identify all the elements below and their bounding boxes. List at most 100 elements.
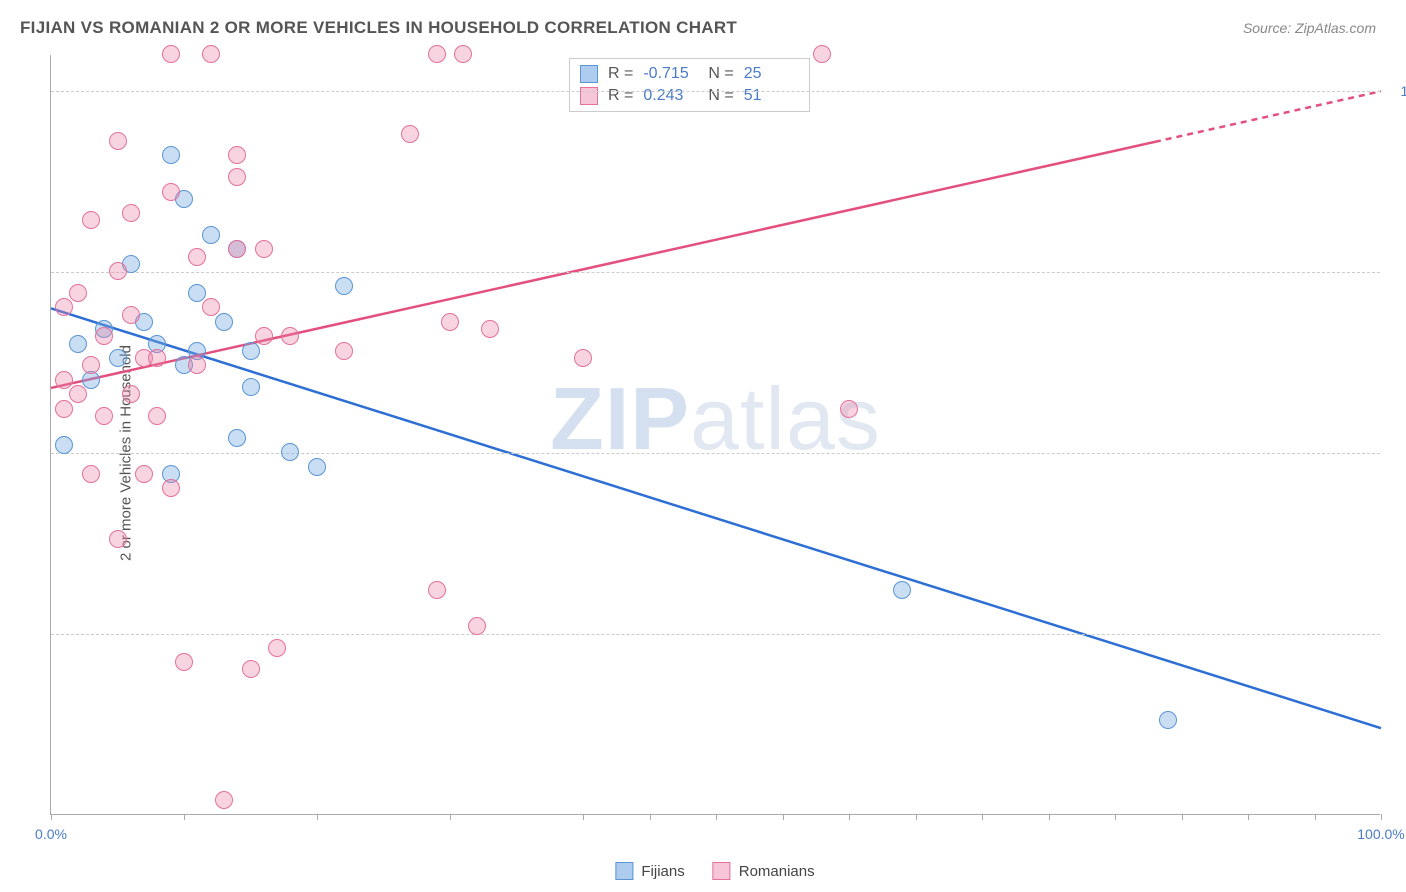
chart-title: FIJIAN VS ROMANIAN 2 OR MORE VEHICLES IN… <box>20 18 737 38</box>
data-point <box>308 458 326 476</box>
data-point <box>242 660 260 678</box>
data-point <box>441 313 459 331</box>
x-tick <box>783 814 784 820</box>
y-tick-label: 100.0% <box>1401 83 1406 99</box>
data-point <box>228 146 246 164</box>
data-point <box>281 443 299 461</box>
data-point <box>95 407 113 425</box>
data-point <box>188 356 206 374</box>
data-point <box>335 277 353 295</box>
x-tick <box>317 814 318 820</box>
data-point <box>55 400 73 418</box>
legend-swatch <box>580 65 598 83</box>
data-point <box>95 327 113 345</box>
x-tick <box>1315 814 1316 820</box>
x-tick <box>916 814 917 820</box>
data-point <box>401 125 419 143</box>
data-point <box>468 617 486 635</box>
data-point <box>82 356 100 374</box>
stats-legend: R = -0.715 N = 25 R = 0.243 N = 51 <box>569 58 810 112</box>
source-label: Source: ZipAtlas.com <box>1243 20 1376 36</box>
data-point <box>255 327 273 345</box>
legend-swatch <box>713 862 731 880</box>
data-point <box>135 465 153 483</box>
data-point <box>228 240 246 258</box>
data-point <box>255 240 273 258</box>
legend-swatch <box>580 87 598 105</box>
data-point <box>268 639 286 657</box>
data-point <box>82 211 100 229</box>
x-tick <box>1248 814 1249 820</box>
data-point <box>215 313 233 331</box>
data-point <box>148 407 166 425</box>
legend-swatch <box>615 862 633 880</box>
data-point <box>1159 711 1177 729</box>
data-point <box>55 371 73 389</box>
n-value: 25 <box>744 65 799 83</box>
data-point <box>840 400 858 418</box>
legend-item: Fijians <box>615 862 684 880</box>
data-point <box>228 429 246 447</box>
data-point <box>813 45 831 63</box>
gridline <box>51 91 1380 92</box>
data-point <box>122 306 140 324</box>
x-tick <box>982 814 983 820</box>
r-label: R = <box>608 65 633 83</box>
data-point <box>148 349 166 367</box>
legend-label: Fijians <box>641 863 684 880</box>
data-point <box>162 146 180 164</box>
data-point <box>69 385 87 403</box>
trend-line <box>51 142 1155 388</box>
data-point <box>162 183 180 201</box>
legend-label: Romanians <box>739 863 815 880</box>
r-value: -0.715 <box>643 65 698 83</box>
data-point <box>893 581 911 599</box>
data-point <box>162 479 180 497</box>
chart-container: 2 or more Vehicles in Household ZIPatlas… <box>50 55 1380 850</box>
x-tick <box>1381 814 1382 820</box>
trend-lines <box>51 55 1380 814</box>
x-tick <box>716 814 717 820</box>
data-point <box>188 248 206 266</box>
gridline <box>51 272 1380 273</box>
data-point <box>122 385 140 403</box>
gridline <box>51 634 1380 635</box>
x-tick <box>450 814 451 820</box>
data-point <box>162 45 180 63</box>
x-tick <box>1182 814 1183 820</box>
x-tick-label: 100.0% <box>1357 826 1404 842</box>
data-point <box>281 327 299 345</box>
n-label: N = <box>708 65 733 83</box>
data-point <box>175 653 193 671</box>
data-point <box>428 581 446 599</box>
x-tick <box>51 814 52 820</box>
n-value: 51 <box>744 87 799 105</box>
data-point <box>202 226 220 244</box>
data-point <box>188 284 206 302</box>
data-point <box>481 320 499 338</box>
data-point <box>202 45 220 63</box>
data-point <box>242 342 260 360</box>
n-label: N = <box>708 87 733 105</box>
data-point <box>122 204 140 222</box>
x-tick-label: 0.0% <box>35 826 67 842</box>
trend-line-ext <box>1155 91 1381 142</box>
data-point <box>109 530 127 548</box>
data-point <box>242 378 260 396</box>
data-point <box>215 791 233 809</box>
data-point <box>202 298 220 316</box>
data-point <box>574 349 592 367</box>
data-point <box>335 342 353 360</box>
data-point <box>109 132 127 150</box>
r-label: R = <box>608 87 633 105</box>
stats-row: R = 0.243 N = 51 <box>580 85 799 107</box>
r-value: 0.243 <box>643 87 698 105</box>
data-point <box>454 45 472 63</box>
legend-item: Romanians <box>713 862 815 880</box>
stats-row: R = -0.715 N = 25 <box>580 63 799 85</box>
data-point <box>82 465 100 483</box>
x-tick <box>650 814 651 820</box>
plot-area: ZIPatlas R =-0.715N =25R =0.243N =51 25.… <box>50 55 1380 815</box>
x-tick <box>1049 814 1050 820</box>
x-tick <box>583 814 584 820</box>
